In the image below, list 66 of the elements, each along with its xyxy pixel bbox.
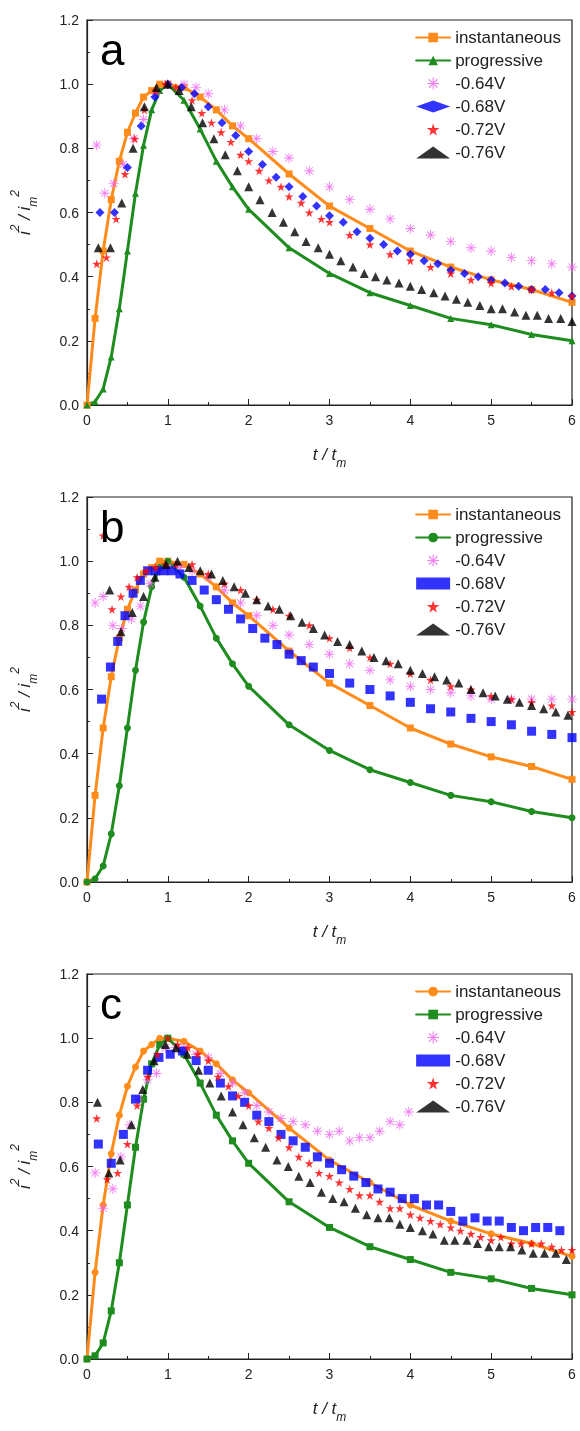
- y-tick-label: 0.8: [59, 140, 80, 157]
- y-tick-label: 0.6: [59, 681, 80, 698]
- legend-label: -0.64V: [455, 74, 506, 93]
- x-tick-label: 3: [325, 889, 334, 905]
- x-tick-label: 1: [163, 412, 172, 428]
- x-tick-label: 4: [406, 889, 415, 905]
- legend-label: -0.68V: [455, 97, 506, 116]
- legend-label: -0.72V: [455, 1074, 506, 1093]
- legend-label: progressive: [455, 1005, 544, 1024]
- y-tick-label: 1.0: [59, 1030, 80, 1047]
- y-tick-label: 0.4: [59, 268, 80, 285]
- y-tick-label: 0.2: [59, 332, 80, 349]
- x-tick-label: 5: [487, 1366, 496, 1382]
- y-tick-label: 1.0: [59, 76, 80, 93]
- x-tick-label: 6: [568, 1366, 577, 1382]
- y-tick-label: 1.2: [59, 966, 80, 982]
- legend-label: -0.76V: [455, 620, 506, 639]
- y-tick-label: 0.6: [59, 1158, 80, 1175]
- y-tick-label: 1.2: [59, 489, 80, 505]
- x-tick-label: 0: [83, 412, 92, 428]
- x-tick-label: 5: [487, 889, 496, 905]
- legend-label: instantaneous: [455, 28, 562, 47]
- legend-label: -0.76V: [455, 1097, 506, 1116]
- legend-label: -0.68V: [455, 1051, 506, 1070]
- y-tick-label: 0.8: [59, 617, 80, 634]
- x-tick-label: 4: [406, 1366, 415, 1382]
- chart-title: c: [100, 978, 122, 1028]
- y-tick-label: 0.2: [59, 1286, 80, 1303]
- legend-label: -0.72V: [455, 120, 506, 139]
- legend-label: progressive: [455, 51, 544, 70]
- legend-label: progressive: [455, 528, 544, 547]
- chart-title: a: [100, 24, 125, 74]
- x-tick-label: 2: [244, 889, 253, 905]
- legend-label: -0.76V: [455, 143, 506, 162]
- legend-label: -0.64V: [455, 1028, 506, 1047]
- x-tick-label: 3: [325, 1366, 334, 1382]
- legend-label: -0.72V: [455, 597, 506, 616]
- x-tick-label: 0: [83, 889, 92, 905]
- y-tick-label: 0.0: [59, 397, 80, 413]
- y-tick-label: 1.0: [59, 553, 80, 570]
- x-tick-label: 4: [406, 412, 415, 428]
- y-tick-label: 0.0: [59, 1351, 80, 1367]
- y-tick-label: 0.4: [59, 1222, 80, 1239]
- y-tick-label: 0.2: [59, 809, 80, 826]
- x-tick-label: 1: [163, 1366, 172, 1382]
- legend-label: instantaneous: [455, 982, 562, 1001]
- legend-label: instantaneous: [455, 505, 562, 524]
- y-tick-label: 0.6: [59, 204, 80, 221]
- y-tick-label: 1.2: [59, 12, 80, 28]
- legend-label: -0.68V: [455, 574, 506, 593]
- y-axis-title: i2 / im2: [8, 666, 40, 713]
- x-tick-label: 5: [487, 412, 496, 428]
- x-tick-label: 1: [163, 889, 172, 905]
- legend-label: -0.64V: [455, 551, 506, 570]
- y-axis-title: i2 / im2: [8, 189, 40, 236]
- y-tick-label: 0.4: [59, 745, 80, 762]
- x-tick-label: 2: [244, 1366, 253, 1382]
- y-tick-label: 0.8: [59, 1094, 80, 1111]
- x-tick-label: 6: [568, 412, 577, 428]
- x-tick-label: 0: [83, 1366, 92, 1382]
- x-tick-label: 2: [244, 412, 253, 428]
- x-tick-label: 3: [325, 412, 334, 428]
- x-tick-label: 6: [568, 889, 577, 905]
- y-axis-title: i2 / im2: [8, 1143, 40, 1190]
- y-tick-label: 0.0: [59, 874, 80, 890]
- chart-title: b: [100, 501, 125, 551]
